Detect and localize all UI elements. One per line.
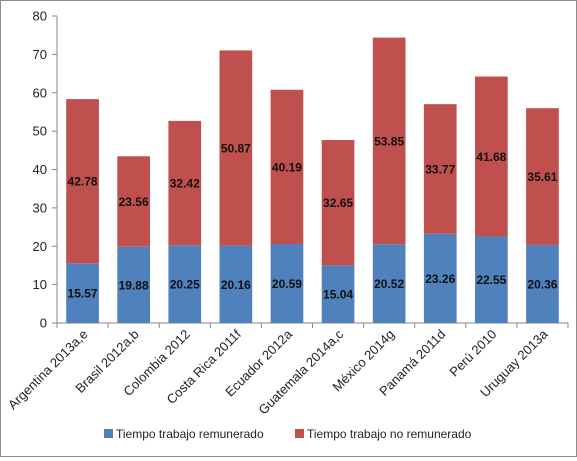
bar-remunerado <box>117 246 151 323</box>
data-label-no-remunerado: 33.77 <box>425 162 455 176</box>
data-label-remunerado: 19.88 <box>119 278 149 292</box>
bar-no-remunerado <box>423 104 457 234</box>
labels-layer: 15.57 42.78 19.88 23.56 20.25 32.42 20.16 50.87… <box>68 134 558 301</box>
legend-label-remunerado: Tiempo trabajo remunerado <box>116 427 264 441</box>
x-tick-label: Guatemala 2014a,c <box>255 326 346 417</box>
data-label-remunerado: 15.57 <box>68 287 98 301</box>
data-label-no-remunerado: 35.61 <box>527 170 557 184</box>
legend-label-no-remunerado: Tiempo trabajo no remunerado <box>307 427 472 441</box>
data-label-remunerado: 22.55 <box>476 273 506 287</box>
y-tick-label: 0 <box>40 316 47 331</box>
bar-no-remunerado <box>474 76 508 237</box>
bar-no-remunerado <box>168 120 202 246</box>
legend: Tiempo trabajo remunerado Tiempo trabajo … <box>104 427 472 441</box>
bar-no-remunerado <box>117 156 151 247</box>
data-label-no-remunerado: 32.42 <box>170 177 200 191</box>
bar-remunerado <box>66 263 99 323</box>
bar-remunerado <box>372 244 406 323</box>
data-label-remunerado: 20.59 <box>272 277 302 291</box>
bar-remunerado <box>526 244 559 323</box>
data-label-remunerado: 20.25 <box>170 278 200 292</box>
y-tick-label: 30 <box>33 200 47 215</box>
legend-swatch-remunerado <box>104 429 113 438</box>
bar-remunerado <box>321 265 355 323</box>
y-tick-label: 60 <box>33 85 47 100</box>
bar-no-remunerado <box>66 99 99 264</box>
data-label-remunerado: 20.52 <box>374 277 404 291</box>
x-tick-label: Perú 2010 <box>446 327 499 380</box>
y-tick-label: 10 <box>33 277 47 292</box>
y-tick-label: 80 <box>33 9 47 24</box>
data-label-no-remunerado: 50.87 <box>221 142 251 156</box>
legend-swatch-no-remunerado <box>295 429 304 438</box>
y-tick-label: 50 <box>33 124 47 139</box>
data-label-no-remunerado: 23.56 <box>119 195 149 209</box>
bar-no-remunerado <box>372 37 406 245</box>
bar-no-remunerado <box>526 108 559 245</box>
bar-remunerado <box>474 236 508 323</box>
data-label-remunerado: 20.16 <box>221 278 251 292</box>
bars-layer <box>66 37 559 323</box>
data-label-remunerado: 15.04 <box>323 288 353 302</box>
data-label-no-remunerado: 53.85 <box>374 134 404 148</box>
y-tick-label: 40 <box>33 162 47 177</box>
data-label-no-remunerado: 41.68 <box>476 150 506 164</box>
bar-remunerado <box>423 233 457 323</box>
bar-no-remunerado <box>219 50 253 246</box>
y-tick-label: 20 <box>33 239 47 254</box>
data-label-no-remunerado: 32.65 <box>323 196 353 210</box>
bar-no-remunerado <box>321 139 355 266</box>
bar-remunerado <box>168 245 202 323</box>
data-label-no-remunerado: 40.19 <box>272 160 302 174</box>
data-label-no-remunerado: 42.78 <box>68 175 98 189</box>
y-tick-label: 70 <box>33 47 47 62</box>
data-label-remunerado: 23.26 <box>425 272 455 286</box>
bar-remunerado <box>219 245 253 323</box>
data-label-remunerado: 20.36 <box>527 277 557 291</box>
bar-remunerado <box>270 243 304 323</box>
x-tick-label: Argentina 2013a,e <box>5 327 91 413</box>
bar-no-remunerado <box>270 89 304 244</box>
